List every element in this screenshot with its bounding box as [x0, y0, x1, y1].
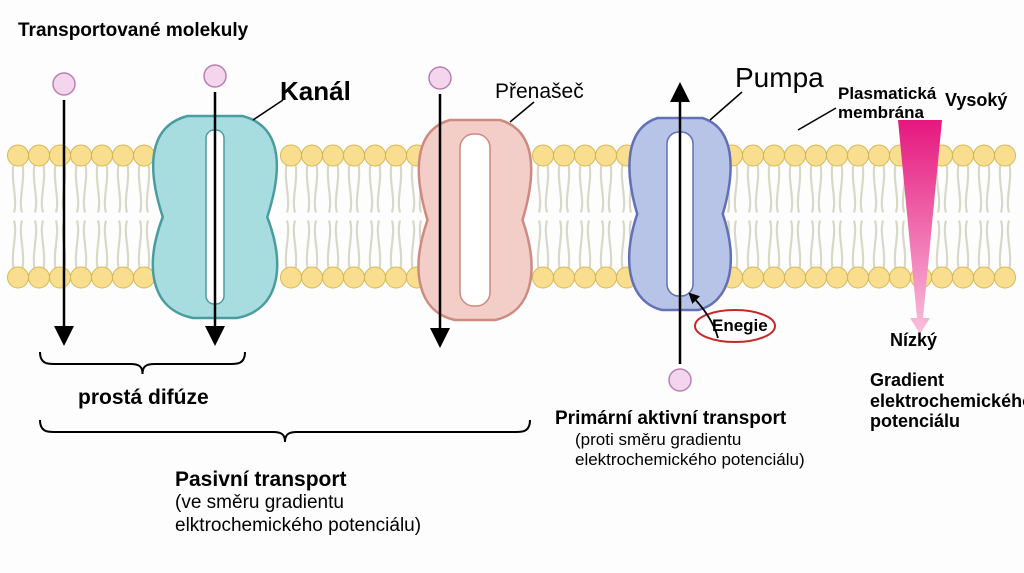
passive-title: Pasivní transport [175, 468, 347, 492]
lead-line [253, 100, 283, 120]
carrier-protein [419, 120, 532, 320]
carrier-label: Přenašeč [495, 80, 584, 104]
molecule-icon [429, 67, 451, 89]
gradient-high-label: Vysoký [945, 90, 1007, 111]
channel-label: Kanál [280, 76, 351, 107]
lead-line [710, 92, 742, 120]
molecule-icon [669, 369, 691, 391]
lead-line [510, 102, 534, 122]
brace-simple-diffusion [40, 352, 245, 374]
active-subtitle: (proti směru gradientu elektrochemického… [575, 430, 805, 471]
lead-line [798, 108, 836, 130]
brace-passive [40, 420, 530, 442]
energy-label: Enegie [712, 316, 768, 336]
molecule-icon [204, 65, 226, 87]
passive-subtitle: (ve směru gradientu elktrochemického pot… [175, 492, 421, 538]
gradient-low-label: Nízký [890, 330, 937, 351]
pump-label: Pumpa [735, 62, 824, 94]
membrane-label: Plasmatická membrána [838, 85, 936, 122]
active-title: Primární aktivní transport [555, 408, 786, 430]
gradient-arrow [898, 120, 942, 334]
molecule-icon [53, 73, 75, 95]
transported-molecules-label: Transportované molekuly [18, 20, 248, 42]
simple-diffusion-label: prostá difúze [78, 386, 209, 410]
gradient-caption: Gradient elektrochemického potenciálu [870, 370, 1024, 432]
